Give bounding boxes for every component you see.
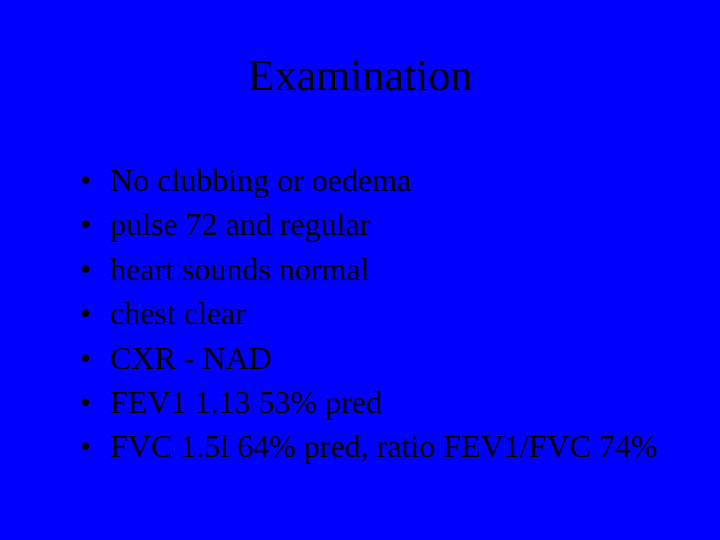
list-item: • chest clear <box>80 294 660 332</box>
bullet-text: pulse 72 and regular <box>110 205 660 243</box>
bullet-text: No clubbing or oedema <box>110 161 660 199</box>
list-item: • FEV1 1.13 53% pred <box>80 383 660 421</box>
bullet-icon: • <box>80 339 110 377</box>
list-item: • FVC 1.5l 64% pred, ratio FEV1/FVC 74% <box>80 427 660 465</box>
list-item: • heart sounds normal <box>80 250 660 288</box>
list-item: • CXR - NAD <box>80 339 660 377</box>
bullet-icon: • <box>80 383 110 421</box>
bullet-icon: • <box>80 205 110 243</box>
bullet-list: • No clubbing or oedema • pulse 72 and r… <box>60 161 660 466</box>
bullet-icon: • <box>80 161 110 199</box>
bullet-text: CXR - NAD <box>110 339 660 377</box>
bullet-text: heart sounds normal <box>110 250 660 288</box>
list-item: • No clubbing or oedema <box>80 161 660 199</box>
bullet-icon: • <box>80 294 110 332</box>
bullet-text: chest clear <box>110 294 660 332</box>
slide: Examination • No clubbing or oedema • pu… <box>0 0 720 540</box>
slide-title: Examination <box>60 50 660 101</box>
list-item: • pulse 72 and regular <box>80 205 660 243</box>
bullet-icon: • <box>80 250 110 288</box>
bullet-text: FVC 1.5l 64% pred, ratio FEV1/FVC 74% <box>110 427 660 465</box>
bullet-icon: • <box>80 427 110 465</box>
bullet-text: FEV1 1.13 53% pred <box>110 383 660 421</box>
